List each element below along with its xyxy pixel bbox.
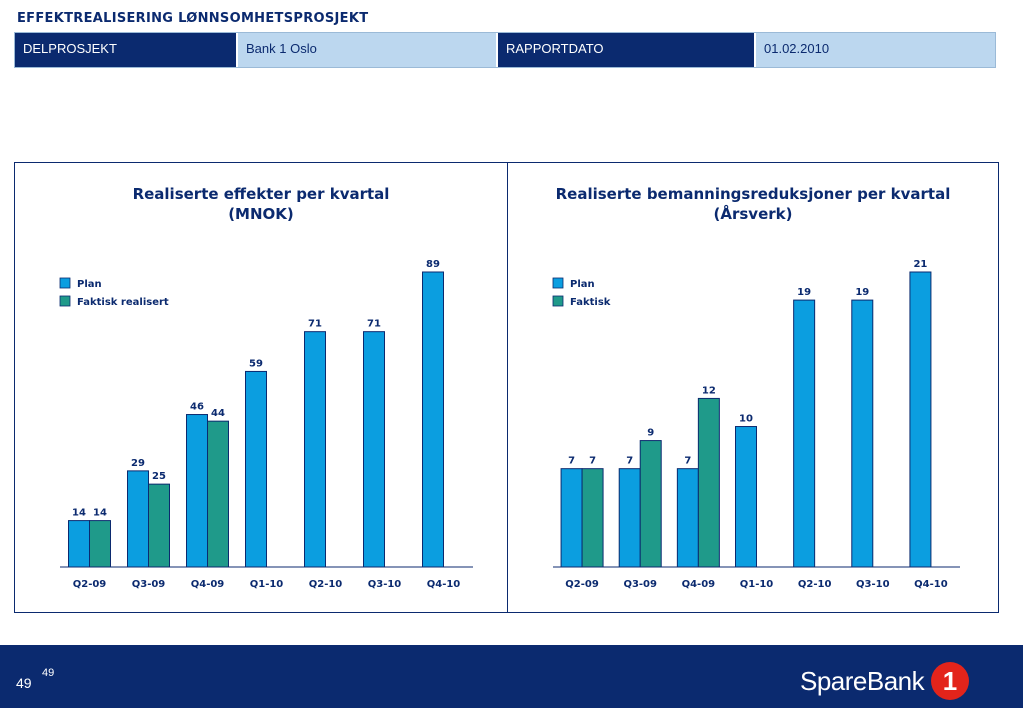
x-tick-label: Q1-10 <box>250 579 284 590</box>
legend-label: Faktisk <box>570 297 611 308</box>
x-tick-label: Q4-09 <box>682 579 716 590</box>
data-label: 25 <box>152 471 166 482</box>
bar-Q4-09-actual <box>207 420 229 568</box>
legend-swatch-plan <box>59 277 71 289</box>
x-tick-label: Q3-10 <box>368 579 402 590</box>
x-tick-label: Q2-10 <box>309 579 343 590</box>
svg-text:1: 1 <box>943 666 957 696</box>
page-number: 49 <box>16 675 32 691</box>
data-label: 7 <box>568 456 575 467</box>
x-tick-label: Q4-09 <box>191 579 225 590</box>
bar-Q4-10-plan <box>422 271 444 568</box>
x-tick-label: Q3-09 <box>132 579 166 590</box>
bar-Q4-09-actual <box>697 397 720 568</box>
bar-Q3-09-actual <box>148 483 170 568</box>
x-tick-label: Q4-10 <box>427 579 461 590</box>
panel-divider <box>507 163 508 612</box>
sparebank-one-icon: 1 <box>931 662 970 700</box>
bar-Q4-09-plan <box>676 468 699 568</box>
data-label: 46 <box>190 402 204 413</box>
chart-title: Realiserte bemanningsreduksjoner per kva… <box>556 185 951 203</box>
footer-bar: 49 49 SpareBank 1 <box>0 645 1023 708</box>
bar-Q2-09-plan <box>68 520 90 568</box>
x-tick-label: Q3-09 <box>623 579 657 590</box>
bar-Q2-10-plan <box>304 331 326 568</box>
data-label: 12 <box>702 385 716 396</box>
page-number-superscript: 49 <box>42 667 55 679</box>
data-label: 7 <box>589 456 596 467</box>
data-label: 10 <box>739 414 753 425</box>
bar-Q3-10-plan <box>363 331 385 568</box>
chart-title: Realiserte effekter per kvartal <box>133 185 390 203</box>
x-tick-label: Q3-10 <box>856 579 890 590</box>
data-label: 9 <box>647 428 654 439</box>
delprosjekt-label: DELPROSJEKT <box>15 33 238 67</box>
data-label: 59 <box>249 358 263 369</box>
x-tick-label: Q2-09 <box>73 579 107 590</box>
bar-Q3-09-actual <box>639 440 662 568</box>
x-tick-label: Q2-10 <box>798 579 832 590</box>
bar-Q3-10-plan <box>851 299 874 568</box>
data-label: 21 <box>913 259 927 270</box>
data-label: 89 <box>426 259 440 270</box>
staff-reduction-chart: Realiserte bemanningsreduksjoner per kva… <box>552 185 960 590</box>
bar-Q2-10-plan <box>793 299 816 568</box>
rapportdato-value: 01.02.2010 <box>756 33 995 67</box>
data-label: 14 <box>72 508 86 519</box>
chart-subtitle: (Årsverk) <box>714 204 793 223</box>
bar-Q1-10-plan <box>735 426 757 568</box>
data-label: 19 <box>855 287 869 298</box>
delprosjekt-value: Bank 1 Oslo <box>238 33 498 67</box>
legend-swatch-actual <box>552 295 564 307</box>
data-label: 7 <box>626 456 633 467</box>
legend-label: Plan <box>570 279 595 290</box>
x-tick-label: Q4-10 <box>914 579 948 590</box>
bar-Q2-09-actual <box>581 468 604 568</box>
data-label: 71 <box>308 319 322 330</box>
legend-swatch-actual <box>59 295 71 307</box>
page-title: EFFEKTREALISERING LØNNSOMHETSPROSJEKT <box>17 11 369 26</box>
data-label: 44 <box>211 408 225 419</box>
charts-panel: Realiserte effekter per kvartal (MNOK) Pla… <box>14 162 999 613</box>
sparebank-logo: SpareBank 1 <box>800 661 970 701</box>
legend-label: Plan <box>77 279 102 290</box>
bar-Q2-09-plan <box>560 468 583 568</box>
bar-Q2-09-actual <box>89 520 111 568</box>
rapportdato-label: RAPPORTDATO <box>498 33 756 67</box>
data-label: 14 <box>93 508 107 519</box>
x-tick-label: Q1-10 <box>740 579 774 590</box>
data-label: 19 <box>797 287 811 298</box>
bar-Q4-10-plan <box>909 271 932 568</box>
bar-Q4-09-plan <box>186 414 208 568</box>
bar-Q3-09-plan <box>127 470 149 568</box>
data-label: 29 <box>131 458 145 469</box>
project-info-table: DELPROSJEKT Bank 1 Oslo RAPPORTDATO 01.0… <box>14 32 996 68</box>
chart-subtitle: (MNOK) <box>228 205 294 223</box>
legend-swatch-plan <box>552 277 564 289</box>
effects-chart: Realiserte effekter per kvartal (MNOK) Pla… <box>59 185 473 590</box>
data-label: 71 <box>367 319 381 330</box>
logo-text: SpareBank <box>800 665 925 696</box>
data-label: 7 <box>684 456 691 467</box>
bar-Q1-10-plan <box>245 370 267 568</box>
x-tick-label: Q2-09 <box>565 579 599 590</box>
legend-label: Faktisk realisert <box>77 297 169 308</box>
bar-Q3-09-plan <box>618 468 641 568</box>
